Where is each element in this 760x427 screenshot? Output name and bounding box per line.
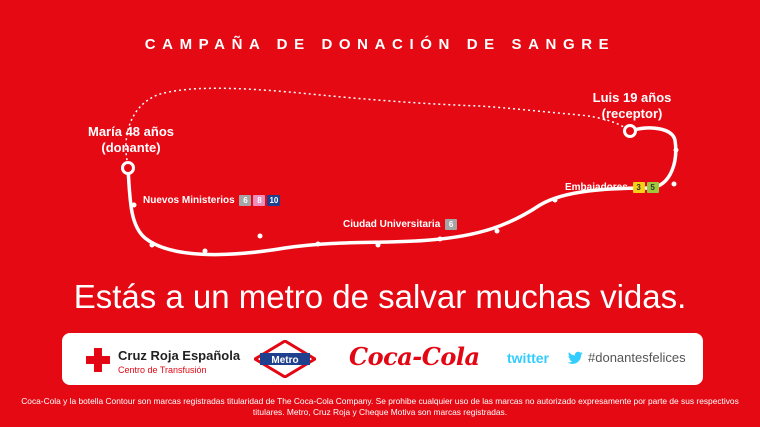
coca-cola-logo: Coca-Cola xyxy=(349,342,480,371)
station-name: Embajadores xyxy=(565,182,628,194)
station-tick xyxy=(257,233,263,239)
station-tick xyxy=(494,228,500,234)
line-badge: 6 xyxy=(445,219,458,230)
red-cross-icon xyxy=(86,348,110,372)
station-tick xyxy=(202,248,208,254)
twitter-wordmark: twitter xyxy=(507,350,549,366)
receiver-endpoint xyxy=(623,124,637,138)
route-dotted-line xyxy=(125,87,631,166)
cruz-roja-name: Cruz Roja Española xyxy=(118,348,241,363)
sponsor-bar: Cruz Roja Española Centro de Transfusión… xyxy=(62,333,703,385)
donor-label: María 48 años (donante) xyxy=(76,124,186,156)
headline: Estás a un metro de salvar muchas vidas. xyxy=(73,278,687,315)
station-tick xyxy=(375,242,381,248)
station-tick xyxy=(131,202,137,208)
station-tick xyxy=(673,147,679,153)
line-badge: 6 xyxy=(239,195,252,206)
station-tick xyxy=(315,241,321,247)
station-name: Ciudad Universitaria xyxy=(343,219,441,231)
cruz-roja-subtitle: Centro de Transfusión xyxy=(118,365,207,375)
line-badge: 8 xyxy=(253,195,266,206)
station-ciudad-universitaria: Ciudad Universitaria 6 xyxy=(343,219,458,231)
line-badge: 10 xyxy=(267,195,281,206)
station-tick xyxy=(437,236,443,242)
donor-role: (donante) xyxy=(101,140,161,155)
station-ticks xyxy=(131,147,679,254)
receiver-label: Luis 19 años (receptor) xyxy=(579,90,685,122)
line-badge: 5 xyxy=(646,182,659,193)
line-badge: 3 xyxy=(632,182,645,193)
campaign-title: CAMPAÑA DE DONACIÓN DE SANGRE xyxy=(144,36,616,53)
legal-disclaimer: Coca-Cola y la botella Contour son marca… xyxy=(21,396,739,417)
donor-endpoint xyxy=(121,161,135,175)
metro-label: Metro xyxy=(271,355,298,366)
route-solid-line xyxy=(126,126,678,257)
receiver-role: (receptor) xyxy=(601,106,663,121)
hashtag: #donantesfelices xyxy=(588,350,686,365)
metro-logo-icon: Metro xyxy=(254,340,316,378)
station-tick xyxy=(552,197,558,203)
station-tick xyxy=(671,181,677,187)
twitter-bird-icon xyxy=(567,351,583,364)
station-name: Nuevos Ministerios xyxy=(143,195,235,207)
receiver-name: Luis 19 años xyxy=(592,90,672,105)
donor-name: María 48 años xyxy=(88,124,174,139)
station-tick xyxy=(149,242,155,248)
station-nuevos-ministerios: Nuevos Ministerios 6 8 10 xyxy=(143,195,281,207)
